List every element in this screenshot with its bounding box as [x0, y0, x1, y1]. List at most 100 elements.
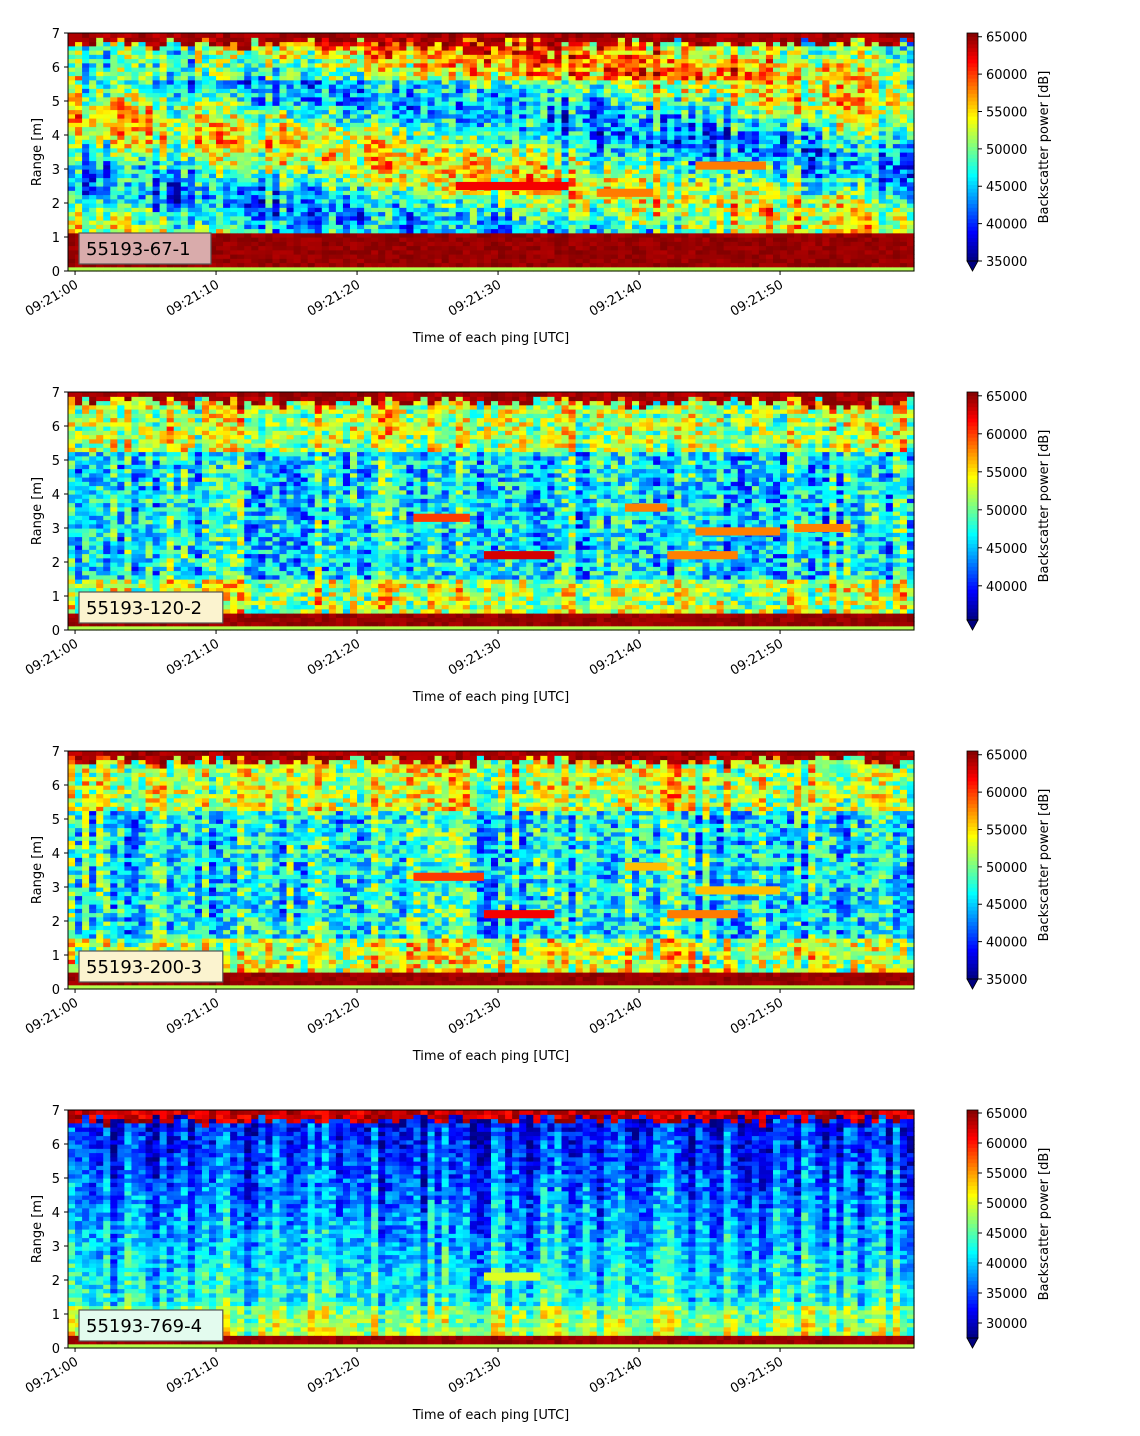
heatmap-cell — [378, 232, 386, 238]
heatmap-cell — [639, 37, 647, 43]
heatmap-cell — [498, 207, 506, 213]
heatmap-cell — [512, 126, 520, 132]
heatmap-cell — [455, 215, 464, 221]
heatmap-cell — [96, 130, 104, 136]
heatmap-cell — [582, 54, 591, 60]
heatmap-cell — [653, 177, 661, 183]
heatmap-cell — [413, 266, 422, 272]
heatmap-cell — [603, 147, 612, 153]
heatmap-cell — [300, 224, 309, 230]
heatmap-cell — [540, 67, 548, 72]
heatmap-cell — [342, 245, 351, 251]
heatmap-cell — [279, 41, 288, 47]
heatmap-cell — [448, 92, 457, 98]
heatmap-cell — [371, 156, 379, 162]
heatmap-cell — [335, 186, 344, 191]
heatmap-cell — [505, 173, 513, 179]
heatmap-cell — [357, 50, 365, 55]
heatmap-cell — [110, 266, 118, 272]
heatmap-cell — [82, 109, 90, 115]
heatmap-cell — [187, 54, 196, 60]
heatmap-cell — [138, 228, 147, 234]
heatmap-cell — [441, 84, 450, 89]
heatmap-cell — [187, 118, 196, 123]
heatmap-cell — [216, 109, 224, 115]
heatmap-cell — [230, 75, 238, 81]
heatmap-cell — [251, 186, 259, 191]
heatmap-cell — [554, 211, 563, 217]
heatmap-cell — [519, 79, 527, 85]
heatmap-cell — [300, 75, 309, 81]
heatmap-cell — [392, 79, 400, 85]
heatmap-cell — [688, 177, 697, 183]
heatmap-cell — [660, 215, 668, 221]
heatmap-cell — [258, 220, 266, 225]
heatmap-cell — [526, 54, 534, 60]
heatmap-cell — [251, 211, 259, 217]
heatmap-cell — [279, 173, 288, 179]
heatmap-cell — [540, 228, 548, 234]
heatmap-cell — [660, 105, 668, 111]
heatmap-cell — [512, 105, 520, 111]
heatmap-cell — [364, 164, 372, 170]
heatmap-cell — [279, 58, 288, 64]
heatmap-cell — [624, 152, 633, 157]
heatmap-cell — [498, 126, 506, 132]
heatmap-cell — [589, 211, 598, 217]
heatmap-cell — [385, 45, 393, 51]
heatmap-cell — [441, 62, 450, 68]
heatmap-cell — [173, 96, 182, 102]
heatmap-cell — [617, 181, 626, 187]
heatmap-cell — [230, 37, 238, 43]
heatmap-cell — [653, 258, 661, 264]
heatmap-cell — [441, 254, 450, 259]
heatmap-cell — [364, 266, 372, 272]
heatmap-cell — [420, 152, 429, 157]
heatmap-cell — [223, 207, 231, 213]
heatmap-cell — [653, 130, 661, 136]
heatmap-cell — [75, 198, 83, 204]
heatmap-cell — [681, 198, 689, 204]
heatmap-cell — [512, 262, 520, 268]
heatmap-cell — [434, 220, 443, 225]
heatmap-cell — [610, 37, 619, 43]
heatmap-cell — [335, 37, 344, 43]
heatmap-cell — [667, 241, 675, 247]
heatmap-cell — [392, 101, 400, 106]
heatmap-cell — [385, 135, 393, 140]
heatmap-cell — [96, 45, 104, 51]
heatmap-cell — [117, 92, 125, 98]
heatmap-cell — [660, 109, 668, 115]
heatmap-cell — [582, 177, 591, 183]
heatmap-cell — [427, 139, 436, 145]
heatmap-cell — [540, 54, 548, 60]
heatmap-cell — [660, 203, 668, 208]
heatmap-cell — [209, 245, 217, 251]
heatmap-cell — [427, 237, 436, 242]
heatmap-cell — [293, 143, 302, 149]
heatmap-cell — [378, 237, 386, 242]
heatmap-cell — [230, 249, 238, 255]
heatmap-cell — [216, 215, 224, 221]
heatmap-cell — [547, 232, 556, 238]
heatmap-cell — [533, 50, 541, 55]
heatmap-cell — [610, 92, 619, 98]
heatmap-cell — [68, 194, 76, 200]
heatmap-cell — [561, 211, 570, 217]
heatmap-cell — [378, 96, 386, 102]
heatmap-cell — [321, 113, 330, 119]
heatmap-cell — [688, 160, 697, 166]
heatmap-cell — [413, 164, 422, 170]
heatmap-cell — [286, 224, 295, 230]
heatmap-cell — [420, 50, 429, 55]
heatmap-cell — [251, 88, 259, 94]
heatmap-cell — [568, 33, 577, 38]
heatmap-cell — [420, 211, 429, 217]
heatmap-cell — [335, 84, 344, 89]
heatmap-cell — [519, 126, 527, 132]
heatmap-cell — [554, 96, 563, 102]
heatmap-cell — [124, 118, 133, 123]
heatmap-cell — [533, 54, 541, 60]
heatmap-cell — [251, 237, 259, 242]
heatmap-cell — [293, 71, 302, 77]
